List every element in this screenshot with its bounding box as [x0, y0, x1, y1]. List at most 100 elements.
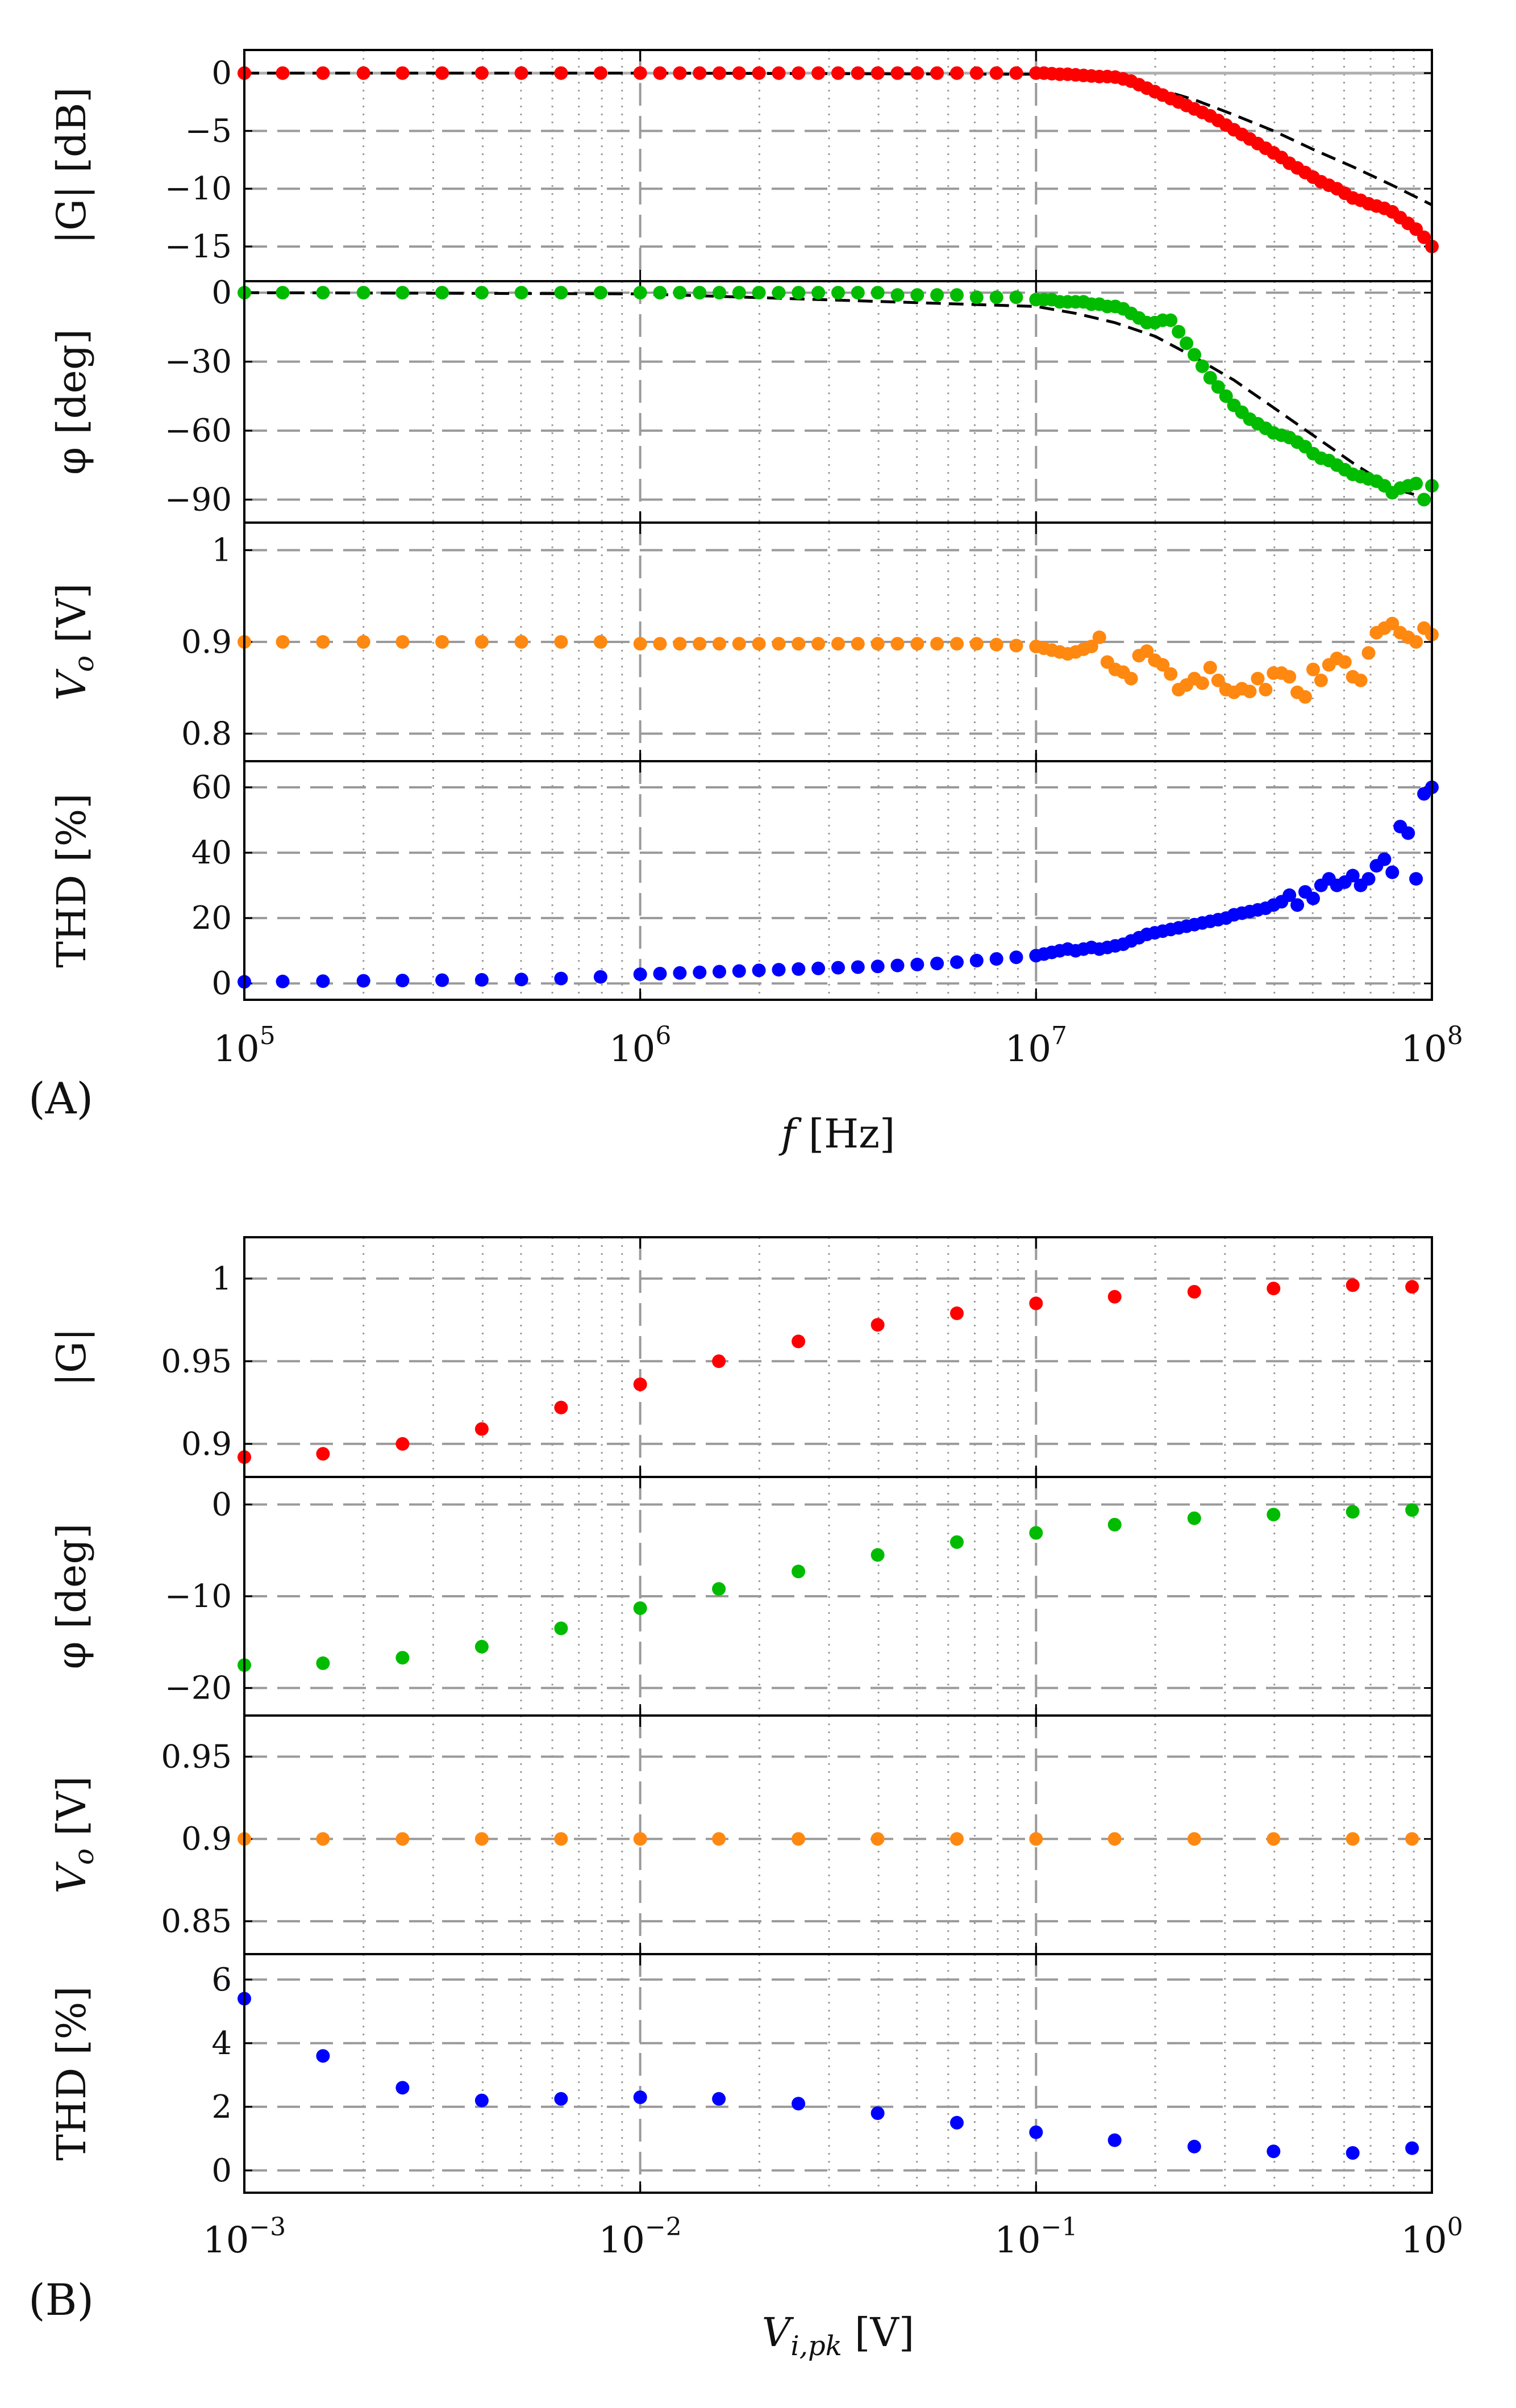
- data-point-vout: [1409, 635, 1423, 649]
- data-point-gain: [851, 66, 865, 80]
- data-point-vout: [395, 1832, 410, 1846]
- data-point-gain: [1029, 1296, 1043, 1311]
- subplot-vout: 0.95 0.9 0.85 Vo [V]: [48, 1714, 1433, 1955]
- data-point-thd: [772, 963, 786, 977]
- data-point-thd: [474, 2093, 489, 2107]
- data-point-vout: [871, 1832, 885, 1846]
- data-point-phase: [1195, 359, 1209, 373]
- data-point-vout: [514, 635, 528, 649]
- data-point-phase: [851, 286, 865, 300]
- data-point-phase: [871, 1548, 885, 1562]
- y-tick-label: −5: [185, 112, 232, 149]
- y-tick-label: 6: [211, 1962, 232, 1998]
- data-point-vout: [1029, 1832, 1043, 1846]
- data-point-phase: [1211, 380, 1225, 394]
- data-point-thd: [930, 957, 944, 971]
- subplot-background: [244, 1716, 1432, 1954]
- data-point-gain: [356, 66, 370, 80]
- y-axis-label: φ [deg]: [48, 1524, 95, 1670]
- data-point-phase: [316, 1656, 330, 1670]
- data-point-gain: [969, 66, 984, 80]
- data-point-gain: [1405, 1280, 1419, 1294]
- data-point-phase: [395, 1651, 410, 1665]
- data-point-phase: [474, 1639, 489, 1654]
- data-point-gain: [395, 66, 410, 80]
- data-point-gain: [593, 66, 607, 80]
- data-point-vout: [969, 637, 984, 651]
- data-point-vout: [772, 637, 786, 651]
- data-point-gain: [435, 66, 449, 80]
- y-axis-label: Vo [V]: [48, 1776, 100, 1894]
- y-tick-label: 0.9: [181, 624, 232, 661]
- data-point-vout: [633, 1832, 647, 1846]
- data-point-phase: [653, 286, 667, 300]
- data-point-gain: [950, 66, 964, 80]
- data-point-phase: [593, 286, 607, 300]
- data-point-thd: [1306, 891, 1320, 905]
- data-point-gain: [752, 66, 766, 80]
- data-point-gain: [989, 66, 1003, 80]
- subplot-thd: 6 4 2 0 THD [%]: [48, 1953, 1433, 2194]
- data-point-thd: [989, 952, 1003, 966]
- data-point-vout: [633, 637, 647, 651]
- y-tick-label: −15: [165, 228, 232, 265]
- data-point-phase: [1267, 1508, 1281, 1522]
- data-point-vout: [1124, 671, 1138, 686]
- data-point-thd: [435, 973, 449, 987]
- y-axis-label: Vo [V]: [48, 583, 100, 701]
- data-point-vout: [831, 637, 845, 651]
- data-point-vout: [930, 637, 944, 651]
- data-point-thd: [593, 970, 607, 984]
- data-point-gain: [732, 66, 746, 80]
- data-point-vout: [593, 635, 607, 649]
- data-point-thd: [1401, 826, 1415, 840]
- data-point-vout: [851, 637, 865, 651]
- data-point-vout: [1156, 658, 1170, 672]
- data-point-thd: [554, 2092, 568, 2106]
- x-tick-label: 10−2: [599, 2213, 682, 2261]
- data-point-thd: [653, 967, 667, 980]
- data-point-phase: [474, 286, 489, 300]
- x-tick-label: 107: [1005, 1021, 1067, 1070]
- data-point-vout: [474, 635, 489, 649]
- y-tick-label: −10: [165, 170, 232, 207]
- subplot-gain: 1 0.95 0.9 |G|: [48, 1236, 1433, 1478]
- y-tick-label: 0.9: [181, 1821, 232, 1858]
- data-point-thd: [871, 959, 885, 974]
- data-point-thd: [474, 973, 489, 987]
- data-point-thd: [910, 957, 924, 971]
- data-point-phase: [969, 290, 984, 304]
- data-point-gain: [772, 66, 786, 80]
- series-vout: [238, 616, 1439, 704]
- subplot-background: [244, 281, 1432, 523]
- data-point-vout: [1361, 646, 1376, 660]
- series-thd: [238, 781, 1439, 989]
- chart-a: 0 −5 −10 −15 |G| [dB] 0 −30 −60 −90 φ [deg] 1 0.9 0.…: [28, 49, 1463, 1157]
- data-point-thd: [792, 2097, 806, 2111]
- data-point-gain: [395, 1437, 410, 1451]
- data-point-vout: [1092, 630, 1106, 644]
- y-tick-label: 1: [211, 532, 232, 569]
- data-point-thd: [792, 962, 806, 976]
- data-point-thd: [811, 961, 826, 975]
- series-vout: [238, 1832, 1419, 1846]
- data-point-vout: [1353, 673, 1368, 687]
- data-point-vout: [1164, 667, 1178, 681]
- data-point-vout: [1211, 673, 1225, 687]
- data-point-vout: [1009, 638, 1023, 653]
- subplot-thd: 60 40 20 0 THD [%]: [48, 760, 1439, 1002]
- data-point-thd: [1361, 872, 1376, 886]
- data-point-thd: [395, 974, 410, 988]
- data-point-phase: [693, 286, 707, 300]
- y-tick-label: 0: [211, 274, 232, 311]
- y-axis-label: |G|: [48, 1328, 95, 1386]
- subplot-background: [244, 50, 1432, 281]
- data-point-vout: [713, 637, 726, 651]
- x-tick-label: 106: [609, 1021, 671, 1070]
- data-point-vout: [910, 637, 924, 651]
- data-point-vout: [871, 637, 885, 651]
- data-point-thd: [1009, 950, 1023, 965]
- data-point-vout: [950, 1832, 964, 1846]
- data-point-phase: [752, 286, 766, 300]
- data-point-thd: [712, 2092, 726, 2106]
